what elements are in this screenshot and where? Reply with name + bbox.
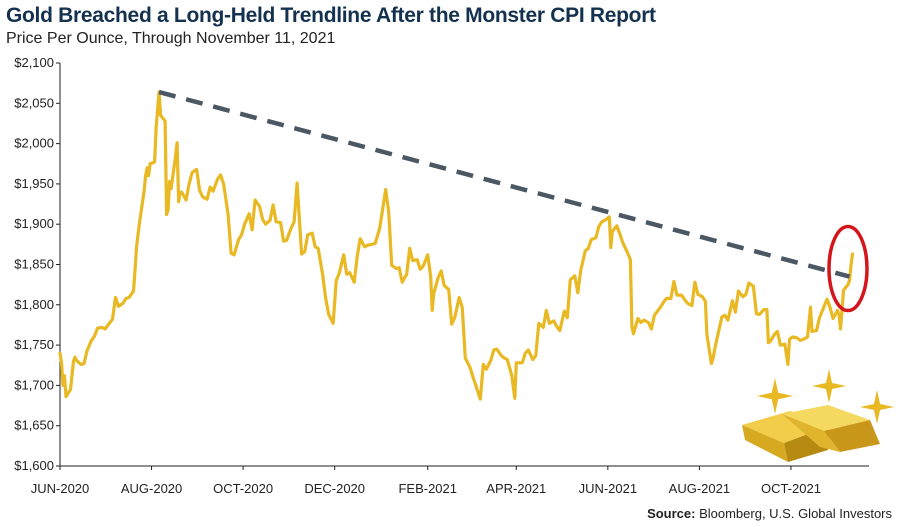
sparkle-icon: [757, 378, 793, 414]
chart-subtitle: Price Per Ounce, Through November 11, 20…: [6, 30, 336, 47]
x-tick-label: JUN-2020: [31, 481, 90, 496]
x-tick-label: AUG-2020: [121, 481, 182, 496]
sparkle-icon: [812, 369, 846, 403]
y-axis: $1,600 $1,650 $1,700 $1,750 $1,800 $1,850 $1,9…: [14, 55, 61, 473]
y-tick-label: $1,900: [14, 216, 54, 231]
x-axis: JUN-2020 AUG-2020 OCT-2020 DEC-2020 FEB-2021…: [31, 465, 869, 496]
y-tick-label: $1,650: [14, 418, 54, 433]
y-tick-label: $2,000: [14, 136, 54, 151]
x-tick-label: DEC-2020: [304, 481, 365, 496]
source-label: Source:: [647, 506, 696, 521]
gold-bar-side: [742, 425, 788, 462]
gold-bars-icon: [742, 369, 894, 462]
x-tick-label: OCT-2021: [761, 481, 821, 496]
source-note: Source: Bloomberg, U.S. Global Investors: [647, 506, 892, 521]
y-tick-label: $1,750: [14, 337, 54, 352]
x-tick-label: OCT-2020: [213, 481, 273, 496]
y-tick-label: $1,700: [14, 377, 54, 392]
gold-bar-top: [782, 405, 870, 431]
x-tick-label: AUG-2021: [669, 481, 730, 496]
y-tick-label: $1,950: [14, 176, 54, 191]
gold-price-line: [58, 90, 855, 401]
sparkle-icon: [860, 390, 894, 424]
gold-bars-group: [742, 405, 880, 462]
x-tick-label: APR-2021: [486, 481, 546, 496]
y-tick-label: $1,800: [14, 297, 54, 312]
x-tick-label: FEB-2021: [398, 481, 457, 496]
trendline: [158, 89, 851, 279]
x-tick-label: JUN-2021: [579, 481, 638, 496]
plot-area: [58, 89, 869, 401]
source-text: Bloomberg, U.S. Global Investors: [695, 506, 892, 521]
y-tick-label: $1,850: [14, 257, 54, 272]
chart-title: Gold Breached a Long-Held Trendline Afte…: [6, 4, 656, 27]
y-tick-label: $1,600: [14, 458, 54, 473]
breakout-circle: [827, 224, 869, 313]
gold-bar-side: [782, 414, 840, 452]
y-tick-label: $2,050: [14, 95, 54, 110]
gold-bar-front: [824, 420, 880, 452]
y-tick-label: $2,100: [14, 55, 54, 70]
